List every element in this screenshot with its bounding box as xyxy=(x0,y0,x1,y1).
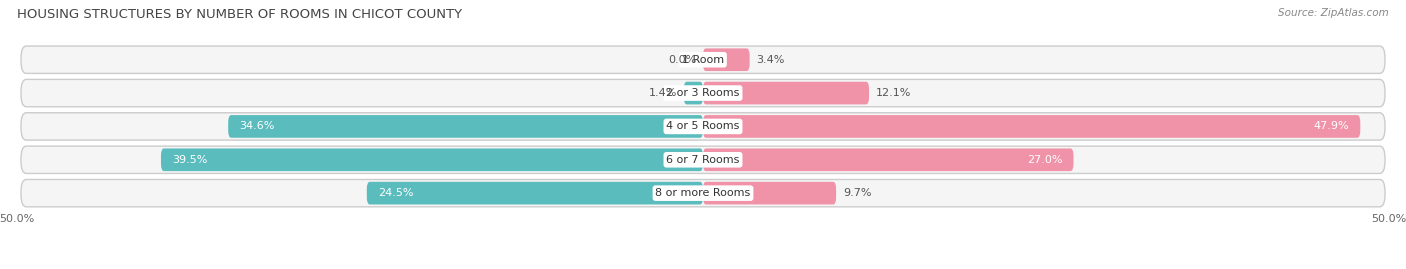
FancyBboxPatch shape xyxy=(703,182,837,204)
Text: HOUSING STRUCTURES BY NUMBER OF ROOMS IN CHICOT COUNTY: HOUSING STRUCTURES BY NUMBER OF ROOMS IN… xyxy=(17,8,463,21)
FancyBboxPatch shape xyxy=(367,182,703,204)
FancyBboxPatch shape xyxy=(21,179,1385,207)
Text: 47.9%: 47.9% xyxy=(1313,121,1350,132)
Text: 12.1%: 12.1% xyxy=(876,88,911,98)
Text: 4 or 5 Rooms: 4 or 5 Rooms xyxy=(666,121,740,132)
Text: 0.0%: 0.0% xyxy=(668,55,696,65)
Text: 27.0%: 27.0% xyxy=(1026,155,1063,165)
FancyBboxPatch shape xyxy=(160,148,703,171)
Text: 39.5%: 39.5% xyxy=(172,155,207,165)
Text: Source: ZipAtlas.com: Source: ZipAtlas.com xyxy=(1278,8,1389,18)
Text: 3.4%: 3.4% xyxy=(756,55,785,65)
Text: 2 or 3 Rooms: 2 or 3 Rooms xyxy=(666,88,740,98)
Text: 9.7%: 9.7% xyxy=(844,188,872,198)
FancyBboxPatch shape xyxy=(21,79,1385,107)
FancyBboxPatch shape xyxy=(228,115,703,138)
FancyBboxPatch shape xyxy=(21,146,1385,174)
Text: 1.4%: 1.4% xyxy=(648,88,676,98)
FancyBboxPatch shape xyxy=(703,82,869,104)
FancyBboxPatch shape xyxy=(21,113,1385,140)
FancyBboxPatch shape xyxy=(703,48,749,71)
FancyBboxPatch shape xyxy=(703,148,1074,171)
FancyBboxPatch shape xyxy=(703,115,1361,138)
Text: 34.6%: 34.6% xyxy=(239,121,274,132)
Text: 8 or more Rooms: 8 or more Rooms xyxy=(655,188,751,198)
Text: 24.5%: 24.5% xyxy=(378,188,413,198)
FancyBboxPatch shape xyxy=(21,46,1385,73)
Text: 6 or 7 Rooms: 6 or 7 Rooms xyxy=(666,155,740,165)
FancyBboxPatch shape xyxy=(683,82,703,104)
Text: 1 Room: 1 Room xyxy=(682,55,724,65)
